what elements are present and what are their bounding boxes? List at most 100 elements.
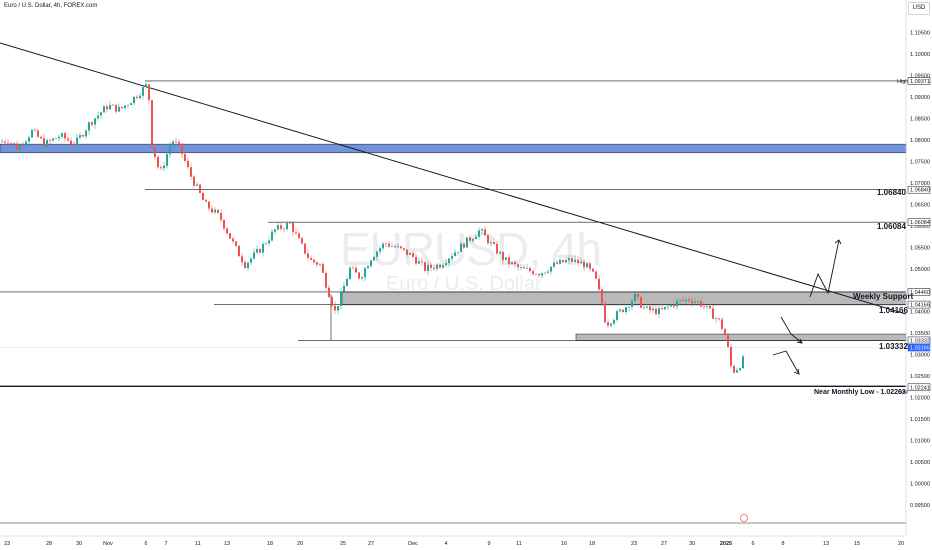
candle-body	[265, 243, 267, 245]
candle-body	[337, 306, 339, 311]
candle	[667, 305, 669, 311]
candle-body	[736, 370, 738, 373]
y-tick-label: 1.07500	[910, 159, 930, 165]
candle	[274, 228, 276, 235]
candle	[553, 258, 555, 269]
price-tag-text: 1.09371	[910, 79, 930, 85]
candle-body	[634, 293, 636, 302]
price-tag-text: 1.02241	[910, 385, 930, 391]
candle	[352, 265, 354, 269]
candle-body	[430, 264, 432, 268]
price-tag-text: 1.04460	[910, 290, 930, 296]
candle	[742, 354, 744, 369]
candle	[358, 271, 360, 280]
candle	[511, 261, 513, 266]
candle-body	[598, 278, 600, 290]
candle	[397, 243, 399, 249]
candle	[622, 309, 624, 313]
candle-body	[61, 133, 63, 137]
candle	[664, 306, 666, 311]
candle-body	[610, 323, 612, 326]
candle-body	[673, 304, 675, 307]
candle	[430, 263, 432, 272]
candle-body	[79, 135, 81, 138]
candle	[418, 257, 420, 264]
candle-body	[499, 252, 501, 254]
candle	[589, 262, 591, 272]
candle	[547, 269, 549, 275]
candle-body	[355, 267, 357, 273]
level-label-106084: 1.06084	[877, 222, 906, 231]
candle-body	[400, 246, 402, 249]
candle	[400, 245, 402, 251]
candle-body	[43, 138, 45, 147]
candle	[58, 133, 60, 142]
candle-body	[298, 233, 300, 239]
candle-body	[25, 141, 27, 146]
candle	[502, 250, 504, 264]
candle	[499, 250, 501, 256]
candle-body	[697, 301, 699, 302]
candle-body	[646, 306, 648, 308]
candle	[628, 305, 630, 312]
candle	[376, 250, 378, 261]
candles-layer	[1, 81, 744, 375]
candle	[310, 255, 312, 260]
candle	[709, 305, 711, 309]
candle-body	[412, 253, 414, 257]
candle-body	[205, 200, 207, 202]
candle	[574, 255, 576, 265]
candle-body	[166, 154, 168, 166]
candle	[52, 137, 54, 142]
candle	[439, 262, 441, 270]
candle-body	[250, 258, 252, 263]
candle-body	[334, 305, 336, 311]
candle	[73, 140, 75, 150]
candle	[94, 117, 96, 129]
candle	[343, 282, 345, 292]
level-label-104166: 1.04166	[879, 306, 908, 315]
candle-body	[190, 167, 192, 177]
candle	[121, 106, 123, 110]
candle	[91, 120, 93, 128]
candle	[205, 197, 207, 202]
candle-body	[406, 249, 408, 255]
time-axis: 23 28 30 Nov 6 7 11 13 18 20 25 27 Dec 4 9 11 16 18 23 27 30…	[0, 535, 906, 547]
x-tick-label: 18	[589, 541, 595, 547]
candle-body	[436, 264, 438, 269]
candle	[55, 137, 57, 139]
candle-body	[97, 115, 99, 119]
candle	[640, 295, 642, 309]
candle-body	[535, 274, 537, 275]
candle	[514, 259, 516, 268]
candle	[415, 253, 417, 266]
candle-body	[148, 84, 150, 101]
y-tick-label: 1.09500	[910, 73, 930, 79]
candle-body	[529, 268, 531, 272]
candle-body	[676, 300, 678, 307]
candle	[313, 259, 315, 265]
candle	[169, 141, 171, 159]
arrow-head-2	[793, 368, 800, 375]
zone-0	[0, 143, 907, 154]
candle-body	[622, 309, 624, 313]
candle-body	[538, 274, 540, 276]
currency-button[interactable]: USD	[908, 2, 930, 15]
candle	[721, 316, 723, 332]
candle	[16, 140, 18, 151]
candle	[337, 305, 339, 315]
candle-body	[94, 118, 96, 125]
price-tag-box	[907, 300, 931, 309]
high-label: High	[897, 79, 908, 85]
candle	[247, 261, 249, 272]
candle-body	[175, 141, 177, 143]
candle-body	[124, 105, 126, 109]
candle	[580, 257, 582, 264]
candle	[712, 305, 714, 319]
candle-body	[619, 309, 621, 312]
candle	[184, 151, 186, 163]
candle	[64, 131, 66, 143]
x-tick-label: 18	[267, 541, 273, 547]
downtrend-line	[0, 42, 907, 315]
